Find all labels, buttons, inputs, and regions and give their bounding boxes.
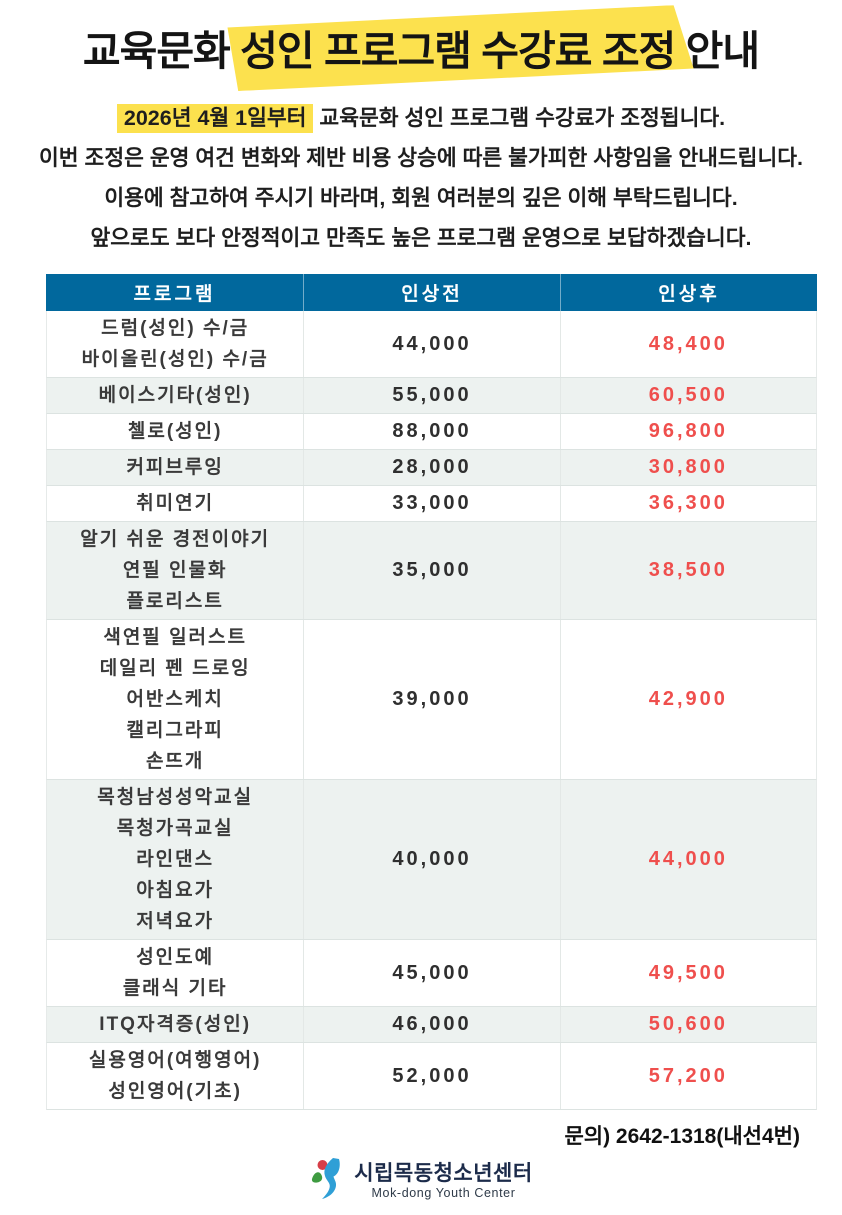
program-name: 목청가곡교실 — [116, 818, 234, 839]
price-before-cell: 44,000 — [303, 311, 559, 377]
program-name: 저녁요가 — [136, 911, 215, 932]
price-after-cell: 49,500 — [559, 940, 816, 1006]
price-after-cell: 30,800 — [559, 450, 816, 485]
price-before-cell: 33,000 — [303, 486, 559, 521]
table-row: 첼로(성인) 88,000 96,800 — [46, 414, 817, 450]
footer-logo: 시립목동청소년센터 Mok-dong Youth Center — [0, 1158, 842, 1205]
program-cell: 첼로(성인) — [47, 414, 303, 449]
intro-line-4: 앞으로도 보다 안정적이고 만족도 높은 프로그램 운영으로 보답하겠습니다. — [90, 226, 752, 250]
price-before-cell: 46,000 — [303, 1007, 559, 1042]
intro-line-3: 이용에 참고하여 주시기 바라며, 회원 여러분의 깊은 이해 부탁드립니다. — [104, 186, 738, 210]
program-name: 취미연기 — [136, 493, 215, 514]
program-name: 드럼(성인) 수/금 — [101, 318, 250, 339]
intro-line-1: 2026년 4월 1일부터 교육문화 성인 프로그램 수강료가 조정됩니다. — [0, 98, 842, 138]
price-before-cell: 45,000 — [303, 940, 559, 1006]
program-name: 연필 인물화 — [122, 560, 228, 581]
price-after-cell: 57,200 — [559, 1043, 816, 1109]
table-header-row: 프로그램 인상전 인상후 — [46, 274, 817, 311]
program-name: 첼로(성인) — [127, 421, 223, 442]
program-name: 실용영어(여행영어) — [88, 1050, 262, 1071]
program-name: 목청남성성악교실 — [97, 787, 254, 808]
logo-text: 시립목동청소년센터 Mok-dong Youth Center — [354, 1162, 532, 1201]
price-before-cell: 55,000 — [303, 378, 559, 413]
table-row: 실용영어(여행영어) 성인영어(기초) 52,000 57,200 — [46, 1043, 817, 1110]
table-row: 커피브루잉 28,000 30,800 — [46, 450, 817, 486]
price-before-cell: 39,000 — [303, 620, 559, 779]
program-name: 손뜨개 — [145, 751, 205, 772]
price-after-cell: 96,800 — [559, 414, 816, 449]
program-cell: 베이스기타(성인) — [47, 378, 303, 413]
contact-info: 문의) 2642-1318(내선4번) — [564, 1125, 800, 1148]
logo-name-korean: 시립목동청소년센터 — [354, 1162, 533, 1185]
table-row: 목청남성성악교실 목청가곡교실 라인댄스 아침요가 저녁요가 40,000 44,000 — [46, 780, 817, 940]
program-name: 커피브루잉 — [126, 457, 224, 478]
table-row: 베이스기타(성인) 55,000 60,500 — [46, 378, 817, 414]
table-row: 성인도예 클래식 기타 45,000 49,500 — [46, 940, 817, 1007]
youth-center-logo-icon — [309, 1158, 345, 1205]
price-before-cell: 52,000 — [303, 1043, 559, 1109]
program-name: 데일리 펜 드로잉 — [99, 658, 251, 679]
title-highlighted-text: 성인 프로그램 수강료 조정 — [240, 28, 676, 74]
price-before-cell: 28,000 — [303, 450, 559, 485]
program-name: 알기 쉬운 경전이야기 — [80, 529, 271, 550]
intro-line-2: 이번 조정은 운영 여건 변화와 제반 비용 상승에 따른 불가피한 사항임을 … — [39, 146, 803, 170]
price-after-cell: 38,500 — [559, 522, 816, 619]
price-after-cell: 60,500 — [559, 378, 816, 413]
table-body: 드럼(성인) 수/금 바이올린(성인) 수/금 44,000 48,400 베이스기타(… — [46, 311, 817, 1110]
table-row: 취미연기 33,000 36,300 — [46, 486, 817, 522]
header-price-before: 인상전 — [303, 274, 560, 311]
intro-paragraph: 2026년 4월 1일부터 교육문화 성인 프로그램 수강료가 조정됩니다. 이… — [0, 98, 842, 258]
notice-poster: 교육문화 성인 프로그램 수강료 조정 안내 2026년 4월 1일부터 교육문… — [0, 24, 842, 1215]
intro-date-highlight: 2026년 4월 1일부터 — [116, 104, 314, 133]
table-row: 색연필 일러스트 데일리 펜 드로잉 어반스케치 캘리그라피 손뜨개 39,000 42,9… — [46, 620, 817, 780]
header-price-after: 인상후 — [560, 274, 817, 311]
price-after-cell: 48,400 — [559, 311, 816, 377]
intro-line-1-rest: 교육문화 성인 프로그램 수강료가 조정됩니다. — [313, 106, 726, 130]
program-name: 어반스케치 — [126, 689, 224, 710]
price-after-cell: 42,900 — [559, 620, 816, 779]
title-suffix: 안내 — [675, 28, 760, 74]
logo-name-english: Mok-dong Youth Center — [371, 1186, 516, 1200]
program-cell: 실용영어(여행영어) 성인영어(기초) — [47, 1043, 303, 1109]
program-name: 바이올린(성인) 수/금 — [81, 349, 269, 370]
price-table: 프로그램 인상전 인상후 드럼(성인) 수/금 바이올린(성인) 수/금 44,00… — [46, 274, 817, 1110]
table-row: 드럼(성인) 수/금 바이올린(성인) 수/금 44,000 48,400 — [46, 311, 817, 378]
program-cell: ITQ자격증(성인) — [47, 1007, 303, 1042]
header-program: 프로그램 — [133, 284, 216, 305]
program-name: 아침요가 — [136, 880, 215, 901]
program-name: 색연필 일러스트 — [103, 627, 247, 648]
program-name: 라인댄스 — [136, 849, 215, 870]
title-highlight-band: 성인 프로그램 수강료 조정 — [240, 24, 676, 78]
price-after-cell: 44,000 — [559, 780, 816, 939]
program-cell: 커피브루잉 — [47, 450, 303, 485]
program-name: 플로리스트 — [126, 591, 224, 612]
title-prefix: 교육문화 — [82, 28, 241, 74]
program-name: 캘리그라피 — [126, 720, 224, 741]
price-after-cell: 36,300 — [559, 486, 816, 521]
price-before-cell: 88,000 — [303, 414, 559, 449]
price-after-cell: 50,600 — [559, 1007, 816, 1042]
program-name: 성인영어(기초) — [108, 1081, 242, 1102]
program-name: 성인도예 — [136, 947, 215, 968]
program-name: 클래식 기타 — [122, 978, 228, 999]
price-before-cell: 40,000 — [303, 780, 559, 939]
program-name: 베이스기타(성인) — [98, 385, 252, 406]
table-row: ITQ자격증(성인) 46,000 50,600 — [46, 1007, 817, 1043]
table-row: 알기 쉬운 경전이야기 연필 인물화 플로리스트 35,000 38,500 — [46, 522, 817, 620]
page-title: 교육문화 성인 프로그램 수강료 조정 안내 — [0, 24, 842, 78]
price-before-cell: 35,000 — [303, 522, 559, 619]
program-cell: 취미연기 — [47, 486, 303, 521]
program-name: ITQ자격증(성인) — [99, 1014, 252, 1035]
